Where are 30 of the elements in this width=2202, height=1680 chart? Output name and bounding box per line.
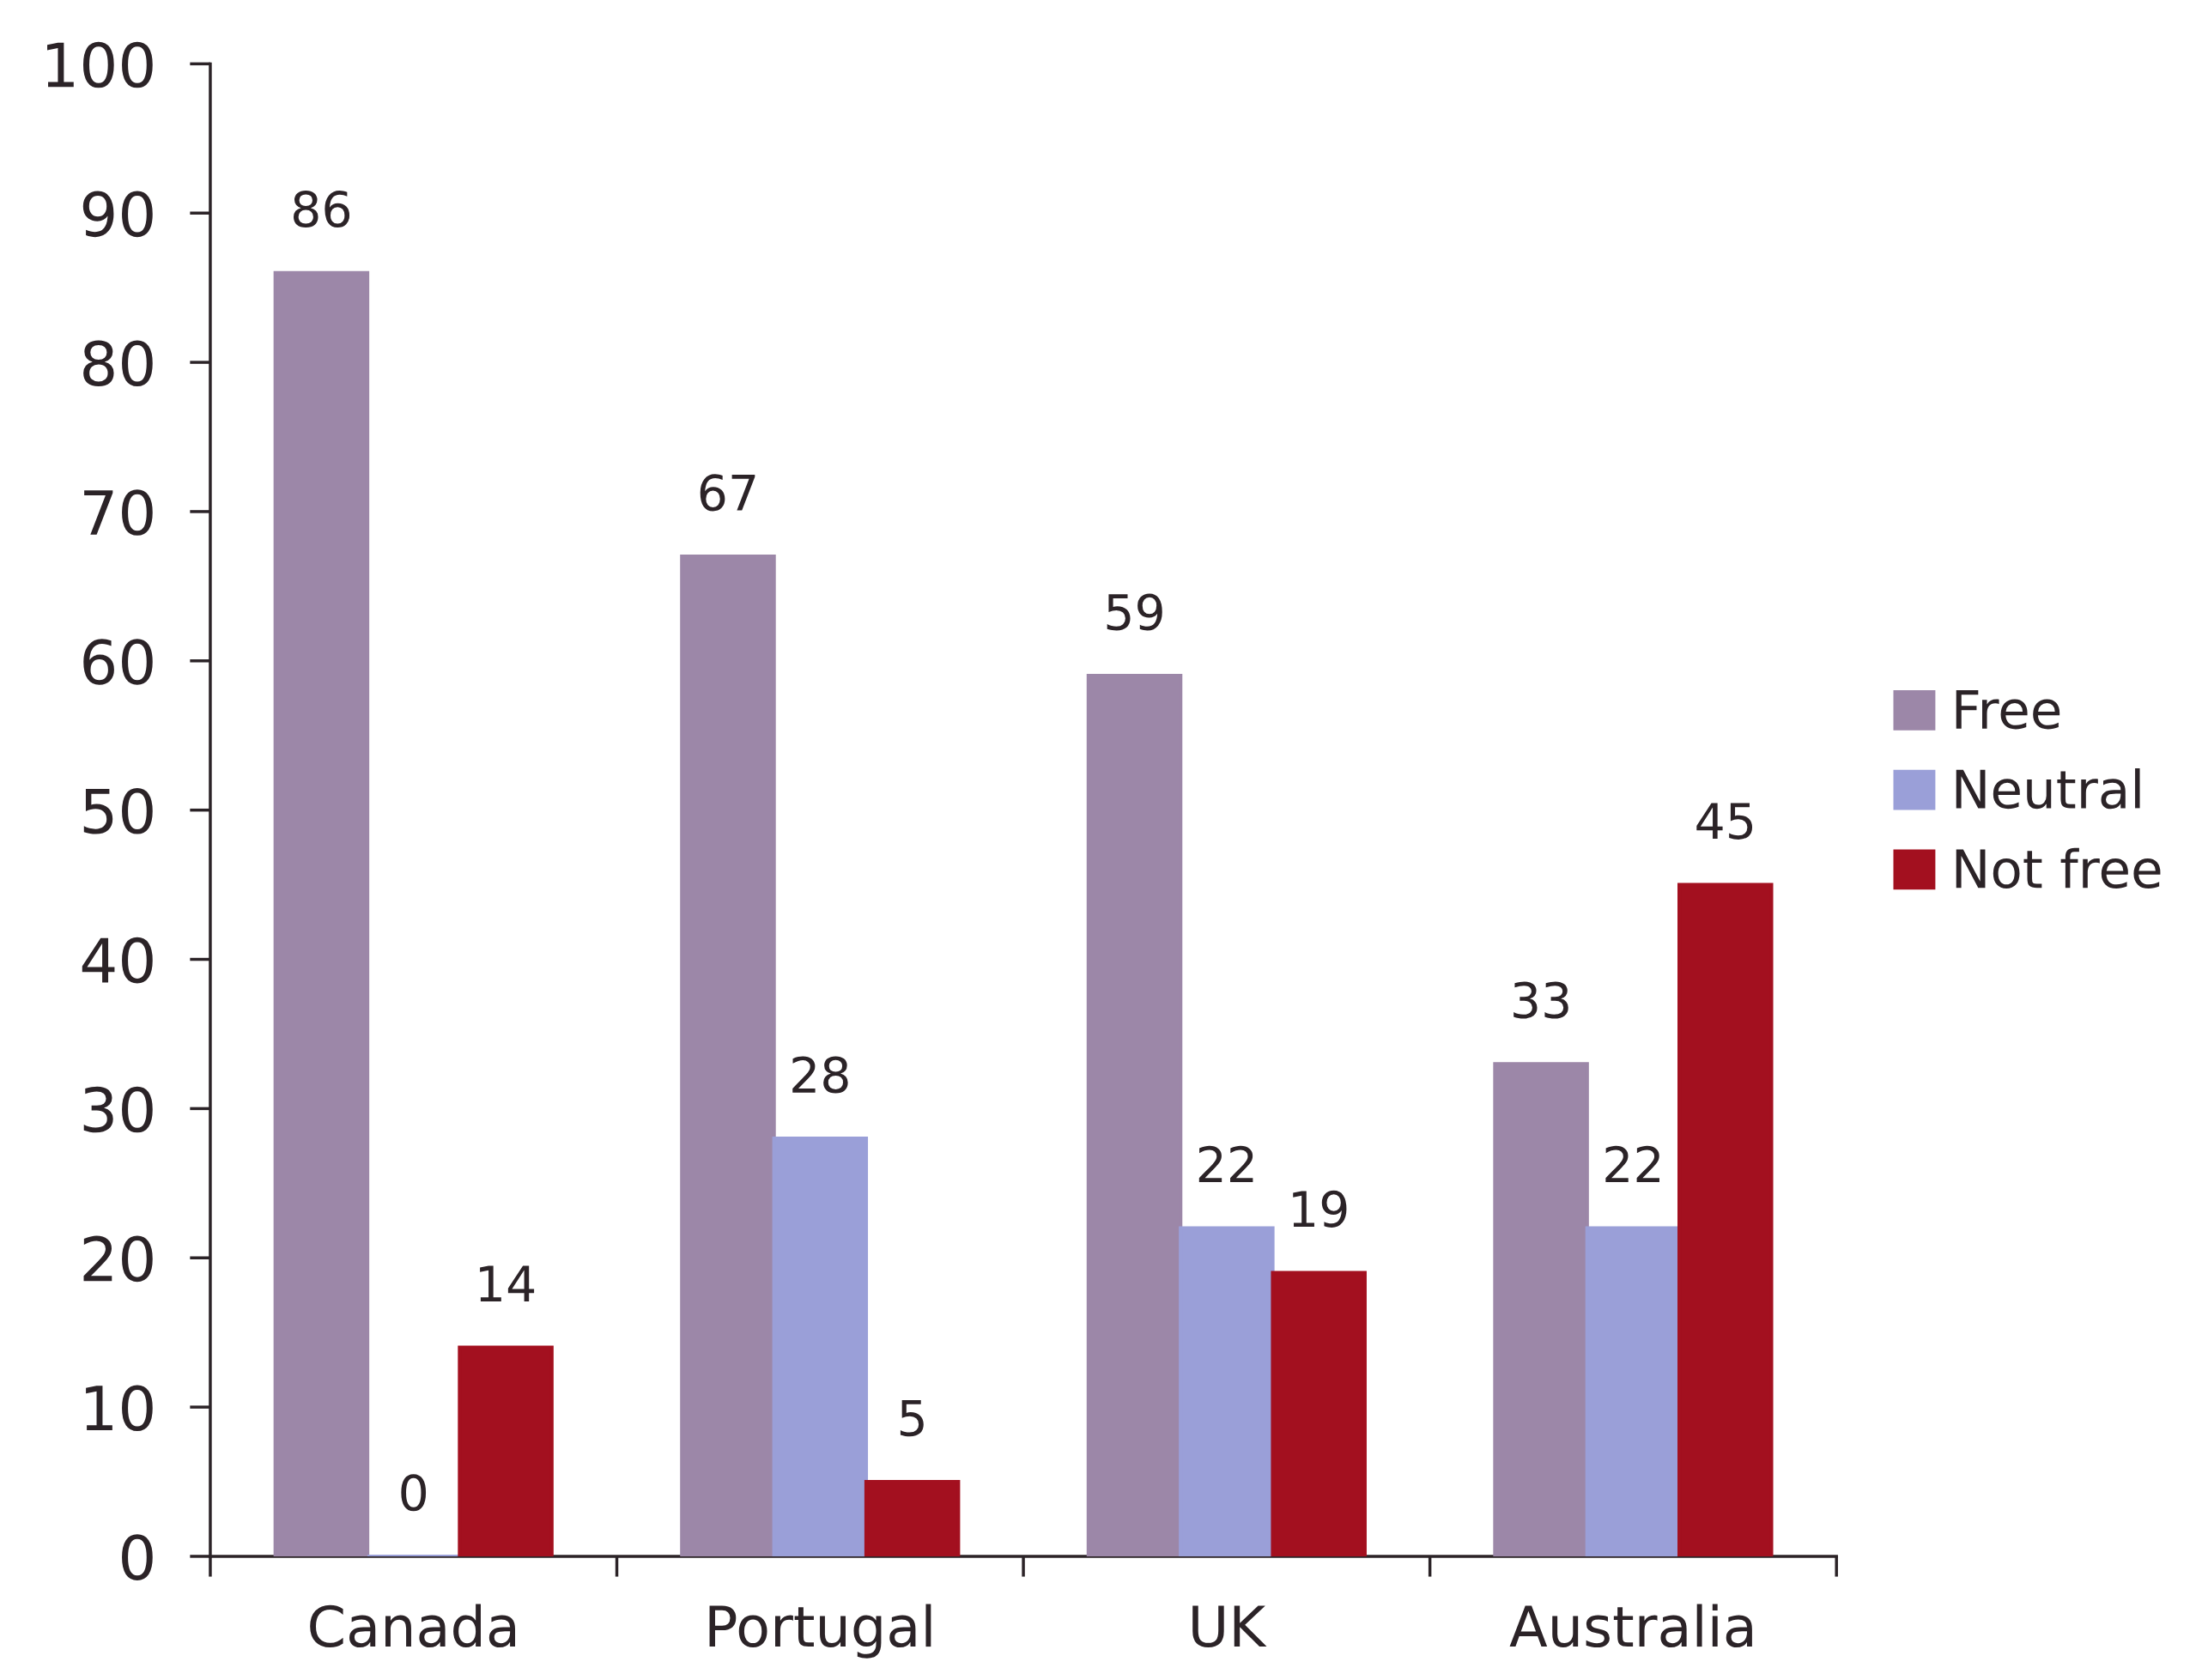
- data-label: 67: [700, 474, 755, 512]
- y-tick-label: 50: [83, 788, 153, 834]
- x-tick-label: UK: [1192, 1605, 1267, 1648]
- data-label: 0: [401, 1474, 427, 1512]
- x-tick-label: Canada: [310, 1604, 516, 1648]
- data-label: 5: [900, 1400, 924, 1437]
- data-label: 22: [1605, 1145, 1659, 1182]
- y-tick-label: 40: [82, 937, 153, 984]
- y-tick-label: 0: [122, 1534, 153, 1580]
- data-label: 19: [1293, 1190, 1347, 1228]
- data-label: 45: [1696, 803, 1753, 840]
- data-label: 59: [1107, 593, 1162, 631]
- y-tick-label: 10: [86, 1385, 153, 1432]
- y-tick-label: 30: [83, 1086, 153, 1133]
- data-label: 86: [294, 191, 350, 228]
- data-label: 14: [480, 1265, 535, 1302]
- y-tick-label: 80: [83, 340, 153, 386]
- y-tick-label: 60: [83, 639, 153, 685]
- data-label: 22: [1198, 1145, 1253, 1182]
- data-label: 28: [792, 1056, 848, 1094]
- y-tick-label: 100: [47, 41, 153, 88]
- data-label: 33: [1513, 981, 1568, 1019]
- y-tick-label: 90: [82, 191, 153, 238]
- x-tick-label: Portugal: [709, 1604, 931, 1659]
- legend-label: Free: [1956, 690, 2060, 730]
- x-tick-label: Australia: [1509, 1604, 1752, 1648]
- y-tick-label: 20: [83, 1235, 153, 1283]
- legend-label: Neutral: [1956, 767, 2140, 810]
- legend-label: Not free: [1956, 847, 2161, 889]
- y-tick-label: 70: [84, 489, 153, 536]
